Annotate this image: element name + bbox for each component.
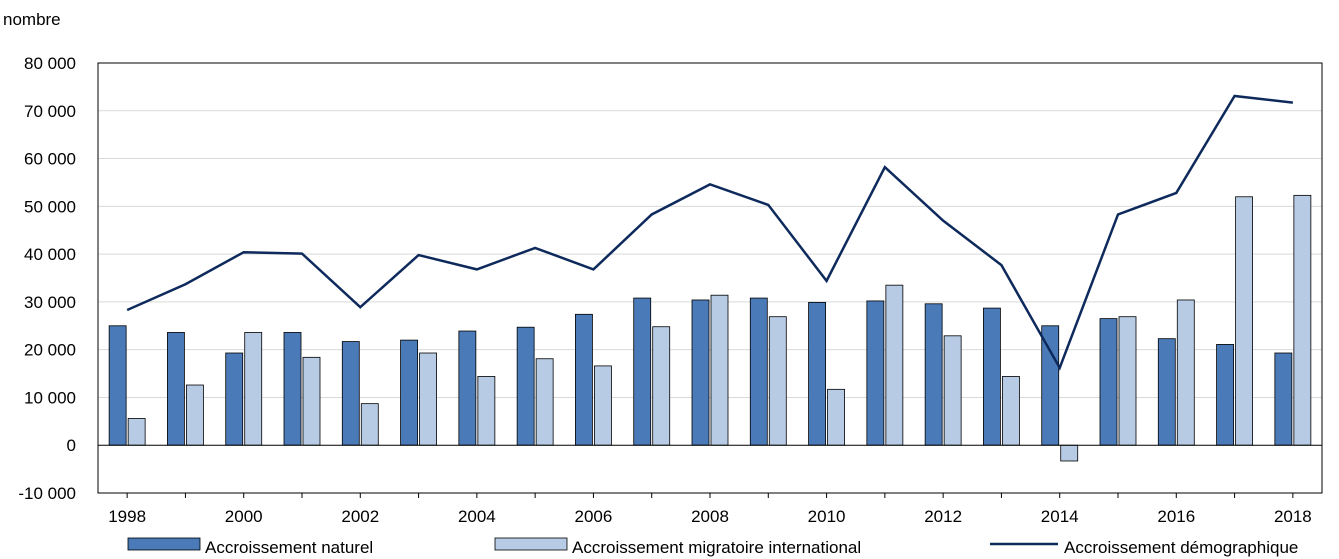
x-tick-label: 2014 (1041, 507, 1079, 526)
bar (108, 325, 127, 446)
bar (535, 358, 554, 446)
x-tick-label: 2002 (341, 507, 379, 526)
y-tick-label: 40 000 (24, 245, 76, 264)
x-tick-label: 2008 (691, 507, 729, 526)
bar (808, 301, 826, 446)
y-tick-label: 10 000 (24, 388, 76, 407)
series-line (126, 94, 1293, 371)
x-tick-label: 2000 (225, 507, 263, 526)
bar (302, 356, 321, 446)
bar (477, 376, 496, 446)
x-tick-label: 2010 (808, 507, 846, 526)
x-axis-ticks: 1998 2000 2002 2004 2006 2008 2010 2012 2014 2016… (108, 493, 1312, 526)
y-tick-label: 60 000 (24, 150, 76, 169)
legend-swatch (494, 537, 568, 551)
bar (1293, 194, 1312, 446)
y-tick-label: 30 000 (24, 293, 76, 312)
bar-series-2 (127, 194, 1312, 462)
bar (400, 339, 418, 446)
x-tick-label: 2018 (1274, 507, 1312, 526)
y-tick-label: -10 000 (18, 484, 76, 503)
bar (924, 303, 943, 446)
x-tick-label: 2012 (924, 507, 962, 526)
legend-label: Accroissement migratoire international (572, 538, 861, 557)
bar (575, 313, 593, 446)
y-tick-label: 0 (67, 436, 76, 455)
plot-frame (97, 62, 1323, 494)
bar (341, 341, 360, 446)
x-tick-label: 1998 (108, 507, 146, 526)
bar (360, 403, 379, 446)
bar (768, 316, 787, 446)
bar (127, 418, 146, 446)
bar (866, 300, 885, 446)
bar (943, 335, 962, 446)
bar (419, 352, 437, 446)
x-tick-label: 2016 (1157, 507, 1195, 526)
bar (749, 297, 768, 446)
bar (633, 297, 652, 446)
legend-label: Accroissement naturel (205, 538, 373, 557)
bar-series-1 (108, 297, 1293, 446)
bar (827, 388, 845, 446)
bar (1235, 196, 1253, 446)
legend-swatch (127, 537, 201, 551)
bar (1118, 316, 1137, 446)
bar (983, 307, 1001, 446)
bar (167, 332, 185, 446)
bar (885, 284, 904, 446)
bars (108, 194, 1312, 462)
bar (1002, 376, 1020, 446)
x-tick-label: 2004 (458, 507, 496, 526)
bar (283, 332, 302, 446)
y-unit-label: nombre (3, 10, 61, 29)
bar (244, 332, 263, 446)
bar (652, 326, 671, 446)
bar (516, 326, 535, 446)
bar (1099, 318, 1118, 446)
bar (458, 330, 477, 446)
bar (1157, 338, 1176, 446)
line-series (126, 94, 1293, 371)
x-tick-label: 2006 (575, 507, 613, 526)
bar (1216, 344, 1234, 446)
bar (186, 384, 204, 446)
y-tick-label: 20 000 (24, 341, 76, 360)
legend: Accroissement naturel Accroissement migra… (127, 537, 1298, 557)
y-tick-label: 80 000 (24, 54, 76, 73)
bar (710, 294, 729, 446)
y-tick-label: 50 000 (24, 197, 76, 216)
grid-lines (98, 62, 1322, 494)
y-tick-label: 70 000 (24, 102, 76, 121)
bar (225, 352, 244, 446)
bar (1176, 299, 1195, 446)
bar (1060, 444, 1079, 462)
bar (594, 365, 612, 446)
bar (1274, 352, 1293, 446)
bar (691, 299, 710, 446)
y-axis-ticks: -10 000 0 10 000 20 000 30 000 40 000 50 000 60… (18, 54, 76, 503)
bar (1041, 325, 1060, 446)
legend-label: Accroissement démographique (1064, 538, 1298, 557)
